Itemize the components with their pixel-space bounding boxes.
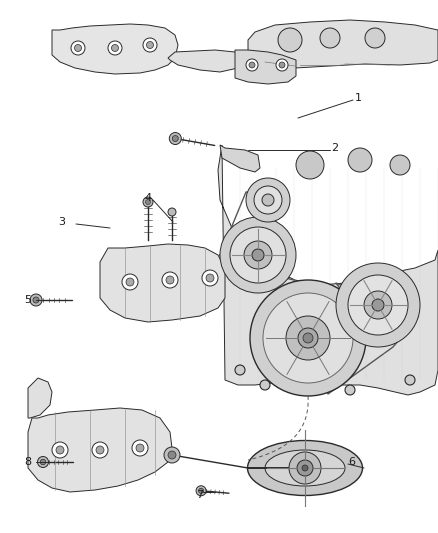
- Circle shape: [168, 451, 176, 459]
- Circle shape: [260, 380, 270, 390]
- Circle shape: [298, 328, 318, 348]
- Circle shape: [146, 42, 153, 49]
- Circle shape: [348, 275, 408, 335]
- Circle shape: [172, 135, 178, 142]
- Circle shape: [220, 217, 296, 293]
- Circle shape: [30, 294, 42, 306]
- Circle shape: [303, 333, 313, 343]
- Circle shape: [96, 446, 104, 454]
- Circle shape: [372, 299, 384, 311]
- Circle shape: [132, 440, 148, 456]
- Polygon shape: [28, 378, 52, 418]
- Circle shape: [405, 375, 415, 385]
- Circle shape: [166, 276, 174, 284]
- Circle shape: [170, 133, 181, 144]
- Circle shape: [33, 297, 39, 303]
- Circle shape: [145, 199, 151, 205]
- Text: 6: 6: [349, 457, 356, 467]
- Circle shape: [164, 447, 180, 463]
- Polygon shape: [220, 145, 260, 172]
- Circle shape: [286, 316, 330, 360]
- Circle shape: [206, 274, 214, 282]
- Circle shape: [254, 186, 282, 214]
- Circle shape: [296, 151, 324, 179]
- Circle shape: [302, 465, 308, 471]
- Polygon shape: [218, 145, 438, 395]
- Circle shape: [143, 197, 153, 207]
- Circle shape: [92, 442, 108, 458]
- Circle shape: [40, 459, 46, 465]
- Text: 2: 2: [332, 143, 339, 153]
- Circle shape: [196, 486, 206, 496]
- Circle shape: [249, 62, 255, 68]
- Circle shape: [289, 452, 321, 484]
- Circle shape: [252, 249, 264, 261]
- Text: 8: 8: [25, 457, 32, 467]
- Polygon shape: [100, 244, 225, 322]
- Circle shape: [168, 208, 176, 216]
- Circle shape: [336, 263, 420, 347]
- Circle shape: [202, 270, 218, 286]
- Circle shape: [365, 28, 385, 48]
- Text: 1: 1: [354, 93, 361, 103]
- Circle shape: [244, 241, 272, 269]
- Circle shape: [263, 293, 353, 383]
- Circle shape: [364, 291, 392, 319]
- Circle shape: [235, 365, 245, 375]
- Ellipse shape: [265, 450, 345, 486]
- Circle shape: [390, 155, 410, 175]
- Circle shape: [71, 41, 85, 55]
- Circle shape: [320, 28, 340, 48]
- Circle shape: [250, 280, 366, 396]
- Circle shape: [136, 444, 144, 452]
- Circle shape: [126, 278, 134, 286]
- Circle shape: [279, 62, 285, 68]
- Circle shape: [52, 442, 68, 458]
- Circle shape: [297, 460, 313, 476]
- Polygon shape: [52, 24, 178, 74]
- Polygon shape: [248, 20, 438, 68]
- Circle shape: [278, 28, 302, 52]
- Text: 3: 3: [59, 217, 66, 227]
- Circle shape: [74, 44, 81, 52]
- Circle shape: [230, 227, 286, 283]
- Circle shape: [108, 41, 122, 55]
- Text: 5: 5: [25, 295, 32, 305]
- Polygon shape: [168, 50, 240, 72]
- Circle shape: [262, 194, 274, 206]
- Polygon shape: [28, 408, 172, 492]
- Text: 7: 7: [196, 490, 204, 500]
- Circle shape: [276, 59, 288, 71]
- Circle shape: [345, 385, 355, 395]
- Ellipse shape: [247, 440, 363, 496]
- Circle shape: [122, 274, 138, 290]
- Text: 4: 4: [145, 193, 152, 203]
- Circle shape: [348, 148, 372, 172]
- Circle shape: [198, 488, 204, 493]
- Circle shape: [143, 38, 157, 52]
- Circle shape: [38, 456, 49, 467]
- Circle shape: [246, 178, 290, 222]
- Circle shape: [112, 44, 119, 52]
- Circle shape: [56, 446, 64, 454]
- Circle shape: [246, 59, 258, 71]
- Circle shape: [162, 272, 178, 288]
- Polygon shape: [235, 50, 296, 84]
